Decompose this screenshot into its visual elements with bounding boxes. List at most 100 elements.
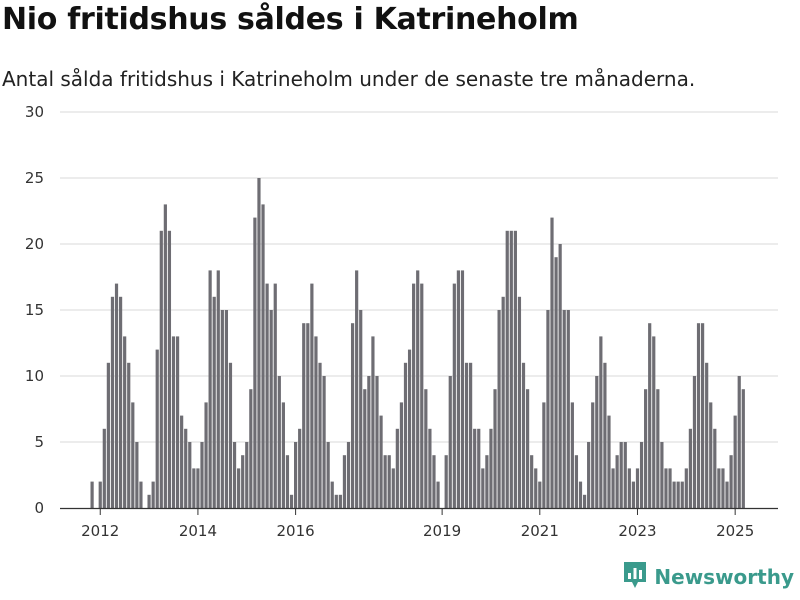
bar	[163, 204, 167, 508]
bar	[273, 283, 277, 508]
bar	[684, 468, 688, 508]
bar	[741, 389, 745, 508]
bar	[432, 455, 436, 508]
bar	[656, 389, 660, 508]
bar	[644, 389, 648, 508]
bar	[375, 376, 379, 508]
bar	[135, 442, 139, 508]
bar	[237, 468, 241, 508]
bar	[582, 494, 587, 508]
bar	[184, 428, 188, 508]
bar	[489, 428, 493, 508]
bar	[469, 362, 473, 508]
bar	[265, 283, 269, 508]
bar	[424, 389, 428, 508]
bar	[729, 455, 733, 508]
bar	[497, 310, 501, 508]
bar	[383, 455, 387, 508]
bar	[249, 389, 253, 508]
bar	[546, 310, 550, 508]
bar	[412, 283, 416, 508]
bar	[733, 415, 737, 508]
bar	[188, 442, 192, 508]
bar	[322, 376, 326, 508]
bar	[607, 415, 611, 508]
bar	[513, 230, 517, 509]
bar	[110, 296, 115, 508]
bar	[228, 362, 233, 508]
bars	[90, 178, 745, 509]
bar	[542, 402, 546, 508]
bar	[350, 323, 355, 508]
bar	[192, 468, 196, 508]
y-tick-label: 10	[25, 367, 44, 385]
bar	[306, 323, 310, 508]
bar	[737, 376, 741, 508]
bar	[167, 230, 172, 509]
bar	[363, 389, 367, 508]
bar	[281, 402, 285, 508]
bar	[302, 323, 306, 508]
bar	[98, 481, 102, 508]
bar	[692, 376, 697, 508]
bar	[558, 244, 562, 508]
bar	[611, 468, 615, 508]
bar	[709, 402, 713, 508]
x-tick-label: 2019	[423, 522, 461, 540]
x-tick-label: 2012	[81, 522, 119, 540]
bar	[591, 402, 595, 508]
bar	[595, 376, 599, 508]
bar	[367, 376, 371, 508]
bar	[485, 455, 489, 508]
bar	[660, 442, 664, 508]
bar	[436, 481, 440, 508]
bar	[289, 494, 294, 508]
bar	[705, 362, 709, 508]
bar	[147, 494, 151, 508]
bar	[509, 230, 513, 509]
bar	[257, 178, 261, 508]
bar	[102, 428, 106, 508]
bar	[131, 402, 135, 508]
bar	[688, 428, 692, 508]
newsworthy-brand[interactable]: Newsworthy	[622, 560, 794, 594]
bar	[566, 310, 570, 508]
bar	[241, 455, 245, 508]
bar	[155, 349, 159, 508]
bar	[444, 455, 448, 508]
bar	[359, 310, 363, 508]
bar	[118, 296, 123, 508]
bar	[139, 481, 143, 508]
bar	[261, 204, 265, 508]
bar	[477, 428, 481, 508]
bar	[245, 442, 249, 508]
bar	[387, 455, 391, 508]
bar	[676, 481, 680, 508]
bar	[196, 468, 200, 508]
bar	[407, 349, 412, 508]
data-label-latest: 9	[745, 0, 755, 4]
bar	[505, 230, 509, 509]
bar	[277, 376, 281, 508]
y-tick-label: 20	[25, 235, 44, 253]
bar	[416, 270, 420, 508]
bar	[298, 428, 302, 508]
bar	[175, 336, 180, 508]
x-axis: 2012 2014 2016 2019 2021 2023 2025	[60, 507, 778, 540]
bar	[554, 257, 558, 508]
y-tick-label: 15	[25, 301, 44, 319]
bar	[570, 402, 574, 508]
bar	[224, 310, 229, 508]
x-tick-label: 2016	[277, 522, 315, 540]
bar	[538, 481, 542, 508]
bar	[171, 336, 176, 508]
bar	[204, 402, 208, 508]
bar	[379, 415, 383, 508]
bar	[399, 402, 404, 508]
chart-title: Nio fritidshus såldes i Katrineholm	[2, 2, 579, 37]
bar	[530, 455, 534, 508]
bar	[619, 442, 623, 508]
bar	[212, 296, 216, 508]
bar	[701, 323, 705, 508]
